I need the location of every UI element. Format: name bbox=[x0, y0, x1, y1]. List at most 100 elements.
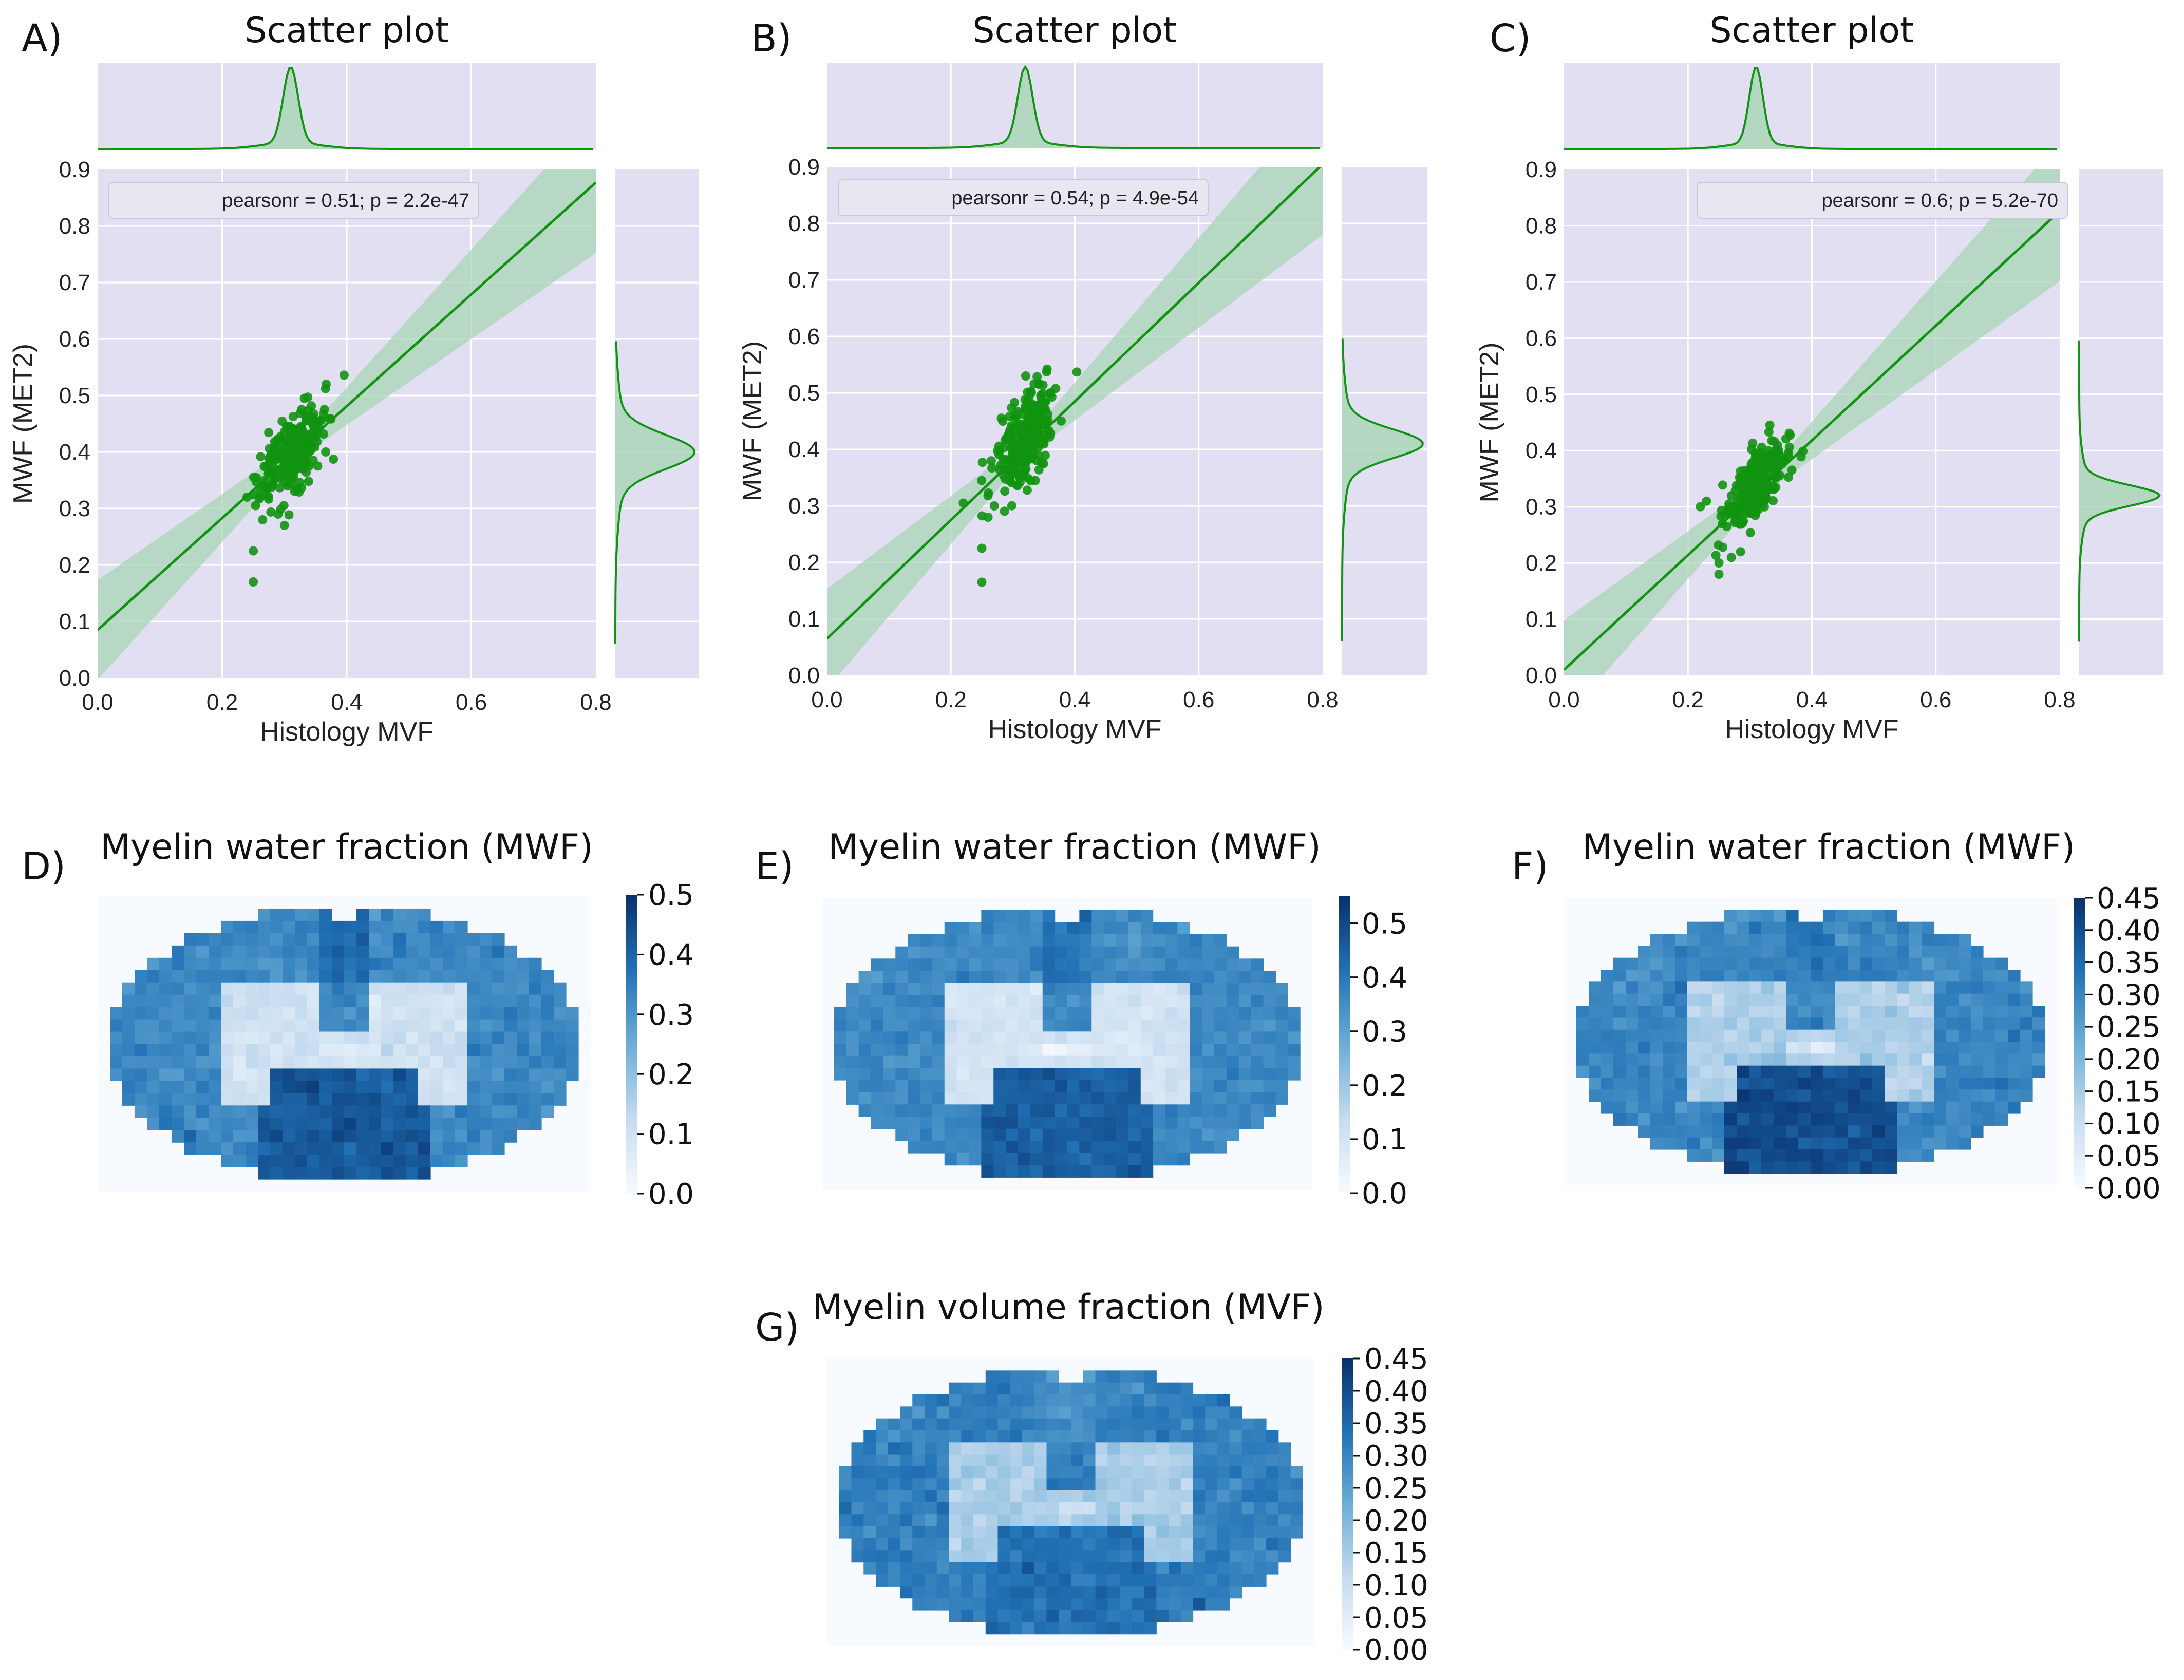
heatmap-cell bbox=[517, 1044, 530, 1057]
heatmap-cell bbox=[122, 1068, 135, 1081]
heatmap-cell bbox=[1156, 1382, 1169, 1395]
heatmap-cell bbox=[1006, 910, 1019, 922]
heatmap-cell bbox=[356, 957, 369, 971]
heatmap-cell bbox=[1798, 1042, 1811, 1054]
data-point bbox=[987, 463, 997, 473]
heatmap-cell bbox=[307, 1081, 320, 1093]
heatmap-cell bbox=[1687, 970, 1700, 982]
heatmap-cell bbox=[925, 1490, 937, 1503]
heatmap-cell bbox=[871, 995, 883, 1008]
heatmap-cell bbox=[1156, 1466, 1169, 1479]
heatmap-cell bbox=[295, 1155, 308, 1167]
heatmap-cell bbox=[1071, 1526, 1084, 1539]
heatmap-cell bbox=[1724, 934, 1737, 946]
heatmap-cell bbox=[1254, 1442, 1267, 1455]
heatmap-cell bbox=[1724, 1042, 1737, 1054]
heatmap-cell bbox=[1079, 1104, 1092, 1117]
heatmap-cell bbox=[393, 982, 406, 995]
heatmap-cell bbox=[1724, 1017, 1737, 1030]
heatmap-cell bbox=[932, 958, 945, 971]
heatmap-cell bbox=[863, 1562, 876, 1575]
heatmap-cell bbox=[1254, 1430, 1267, 1443]
heatmap-cell bbox=[1128, 1153, 1141, 1166]
heatmap-cell bbox=[2008, 981, 2021, 994]
heatmap-cell bbox=[1083, 1418, 1096, 1431]
heatmap-cell bbox=[1169, 1478, 1181, 1491]
heatmap-cell bbox=[949, 1418, 962, 1431]
heatmap-cell bbox=[1663, 1137, 1675, 1150]
heatmap-cell bbox=[973, 1502, 986, 1515]
heatmap-cell bbox=[1107, 1610, 1120, 1622]
heatmap-cell bbox=[851, 1526, 864, 1539]
heatmap-cell bbox=[209, 1044, 221, 1057]
heatmap-cell bbox=[1128, 1031, 1141, 1044]
heatmap-cell bbox=[900, 1490, 913, 1503]
data-point bbox=[986, 456, 996, 466]
heatmap-cell bbox=[895, 1068, 908, 1081]
confidence-band-C bbox=[1564, 169, 2060, 675]
heatmap-cell bbox=[1202, 1080, 1215, 1093]
heatmap-cell bbox=[949, 1502, 962, 1515]
heatmap-cell bbox=[876, 1574, 889, 1587]
heatmap-cell bbox=[1144, 1526, 1157, 1539]
heatmap-cell bbox=[283, 1056, 295, 1069]
heatmap-cell bbox=[1010, 1550, 1023, 1563]
heatmap-cell bbox=[1071, 1406, 1084, 1419]
confidence-band-A bbox=[98, 169, 596, 678]
heatmap-cell bbox=[956, 1080, 970, 1093]
data-point bbox=[256, 452, 266, 462]
heatmap-cell bbox=[1241, 1478, 1254, 1491]
heatmap-cell bbox=[1165, 1141, 1178, 1154]
heatmap-cell bbox=[1120, 1586, 1133, 1599]
heatmap-cell bbox=[1798, 1078, 1811, 1090]
colorbar-tick-label: 0.25 bbox=[1364, 1472, 1428, 1505]
heatmap-cell bbox=[1254, 1502, 1267, 1515]
heatmap-cell bbox=[1022, 1430, 1035, 1443]
heatmap-cell bbox=[1687, 921, 1700, 934]
data-point bbox=[1037, 458, 1047, 467]
heatmap-cell bbox=[1116, 1044, 1129, 1056]
heatmap-cell bbox=[1071, 1430, 1084, 1443]
heatmap-cell bbox=[480, 933, 493, 946]
heatmap-cell bbox=[1909, 1113, 1922, 1126]
heatmap-cell bbox=[895, 958, 908, 971]
heatmap-cell bbox=[1156, 1574, 1169, 1587]
heatmap-cell bbox=[1140, 1044, 1154, 1056]
heatmap-cell bbox=[1022, 1370, 1035, 1383]
heatmap-cell bbox=[1675, 957, 1688, 970]
heatmap-cell bbox=[1116, 1031, 1129, 1044]
heatmap-cell bbox=[246, 1130, 258, 1143]
heatmap-cell bbox=[209, 1007, 221, 1020]
heatmap-cell bbox=[920, 1092, 933, 1105]
heatmap-cell bbox=[956, 1128, 970, 1141]
heatmap-cell bbox=[961, 1526, 974, 1539]
data-point bbox=[1024, 393, 1034, 403]
heatmap-cell bbox=[1202, 1031, 1215, 1044]
heatmap-cell bbox=[1650, 1137, 1663, 1150]
heatmap-panel-G: G) Myelin volume fraction (MVF)0.000.050.… bbox=[755, 1287, 1428, 1667]
heatmap-cell bbox=[1872, 1078, 1885, 1090]
heatmap-cell bbox=[1737, 1029, 1749, 1042]
heatmap-cell bbox=[480, 1118, 493, 1130]
heatmap-cell bbox=[307, 970, 320, 983]
heatmap-cell bbox=[1712, 1042, 1725, 1054]
heatmap-cell bbox=[492, 1031, 505, 1045]
heatmap-cell bbox=[973, 1526, 986, 1539]
heatmap-cell bbox=[1774, 1078, 1786, 1090]
heatmap-cell bbox=[912, 1418, 925, 1431]
heatmap-cell bbox=[1251, 1019, 1264, 1032]
heatmap-cell bbox=[1180, 1562, 1194, 1575]
colorbar-G bbox=[1342, 1358, 1353, 1650]
heatmap-cells-G bbox=[839, 1370, 1303, 1635]
heatmap-cell bbox=[1737, 1089, 1749, 1102]
heatmap-cell bbox=[1083, 1574, 1096, 1587]
heatmap-cell bbox=[888, 1562, 901, 1575]
heatmap-cell bbox=[1156, 1418, 1169, 1431]
heatmap-cell bbox=[1872, 993, 1885, 1006]
heatmap-cell bbox=[369, 970, 382, 983]
heatmap-cell bbox=[1132, 1406, 1145, 1419]
heatmap-cell bbox=[1848, 1029, 1860, 1042]
heatmap-cell bbox=[1860, 1078, 1873, 1090]
heatmap-cell bbox=[944, 1117, 957, 1129]
heatmap-cell bbox=[1067, 1153, 1080, 1166]
